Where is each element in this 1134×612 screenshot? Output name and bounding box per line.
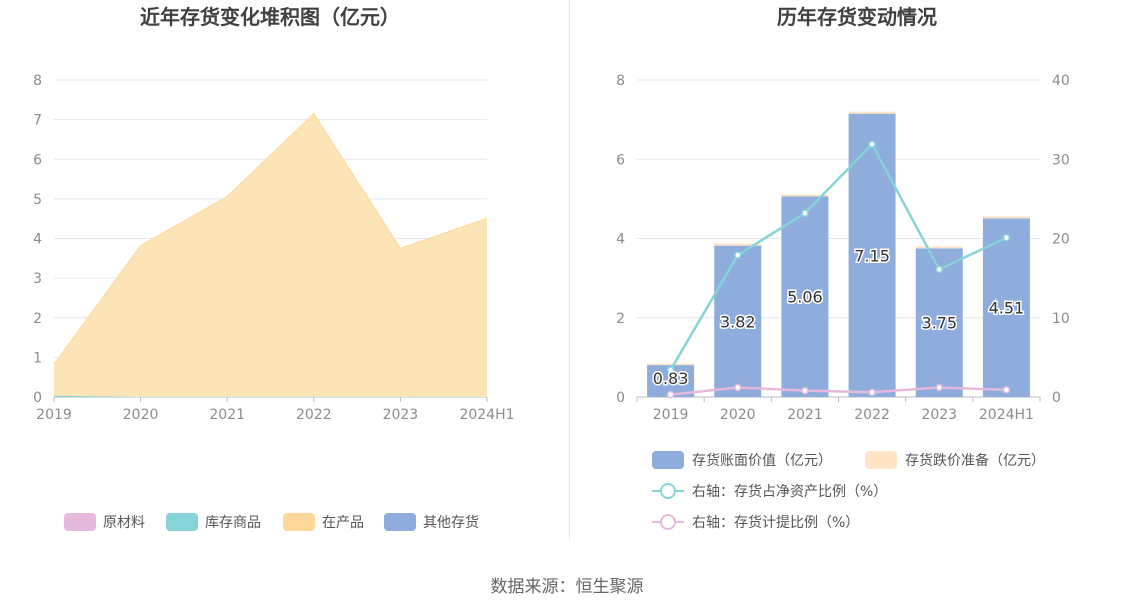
right-y2-tick-label: 20 — [1052, 232, 1070, 248]
bar-book-value — [714, 245, 762, 397]
left-legend-swatch — [64, 513, 96, 531]
left-legend-swatch — [166, 513, 198, 531]
right-y2-axis-ticks: 0 10 20 30 40 — [1052, 73, 1070, 406]
bar-value-label: 0.83 — [653, 369, 689, 388]
left-area-series — [53, 112, 488, 398]
left-legend-swatch — [384, 513, 416, 531]
line-point-2 — [666, 366, 675, 374]
left-legend-label: 库存商品 — [205, 515, 261, 531]
line-point-2 — [868, 140, 876, 148]
left-y-tick-label: 6 — [33, 152, 42, 168]
line-point-3 — [666, 390, 675, 399]
right-y-tick-label: 6 — [616, 152, 625, 168]
right-y-tick-label: 4 — [616, 232, 625, 248]
left-y-tick-label: 1 — [33, 350, 42, 366]
left-x-tick-label: 2022 — [296, 407, 332, 423]
bar-value-label: 3.82 — [720, 312, 756, 331]
left-legend-label: 原材料 — [103, 515, 145, 531]
left-legend: 原材料 库存商品 在产品 其他存货 — [64, 513, 479, 531]
right-y2-tick-label: 30 — [1052, 152, 1070, 168]
right-lines — [666, 140, 1011, 399]
right-legend-label: 右轴：存货占净资产比例（%） — [692, 483, 887, 500]
right-y-tick-label: 2 — [616, 311, 625, 327]
left-legend-label: 在产品 — [322, 515, 364, 531]
left-y-tick-label: 2 — [33, 311, 42, 327]
line-point-3 — [734, 383, 742, 392]
right-legend-label: 存货跌价准备（亿元） — [905, 452, 1045, 469]
left-x-tick-label: 2023 — [383, 407, 419, 423]
right-legend-label: 存货账面价值（亿元） — [692, 452, 832, 469]
left-y-tick-label: 3 — [33, 271, 42, 287]
right-legend-marker — [660, 514, 676, 530]
left-x-tick-label: 2020 — [123, 407, 159, 423]
left-y-axis-ticks: 0 1 2 3 4 5 6 7 8 — [33, 73, 42, 406]
bar-value-label: 3.75 — [921, 314, 957, 333]
right-legend-marker — [660, 483, 676, 499]
left-area-3 — [54, 113, 487, 398]
right-x-tick-label: 2024H1 — [979, 407, 1034, 423]
bar-value-label: 7.15 — [854, 246, 890, 265]
line-point-2 — [1002, 233, 1011, 242]
line-series-2 — [669, 142, 1007, 371]
right-legend-swatch — [652, 451, 684, 469]
line-point-2 — [801, 209, 809, 217]
line-series-3 — [670, 386, 1007, 396]
right-bar-labels: 0.83 3.82 5.06 7.15 3.75 4.51 — [651, 245, 1025, 390]
bar-book-value — [781, 196, 829, 397]
left-x-tick-label: 2021 — [209, 407, 245, 423]
line-point-3 — [935, 383, 943, 392]
bar-book-value — [982, 218, 1030, 397]
right-chart-title: 历年存货变动情况 — [777, 5, 937, 29]
right-x-tick-label: 2023 — [921, 407, 957, 423]
left-y-tick-label: 4 — [33, 232, 42, 248]
left-y-tick-label: 7 — [33, 113, 42, 129]
line-point-2 — [935, 265, 943, 274]
right-x-tick-label: 2020 — [720, 407, 756, 423]
line-point-3 — [801, 386, 809, 395]
left-y-tick-label: 0 — [33, 390, 42, 406]
right-grid — [637, 79, 1040, 398]
right-legend-label: 右轴：存货计提比例（%） — [692, 514, 859, 531]
data-source: 数据来源：恒生聚源 — [491, 577, 644, 597]
bar-impairment — [848, 111, 896, 114]
bar-book-value — [915, 248, 963, 397]
left-chart-title: 近年存货变化堆积图（亿元） — [140, 5, 400, 29]
line-point-3 — [1002, 386, 1011, 394]
right-y-tick-label: 0 — [616, 390, 625, 406]
right-y2-tick-label: 40 — [1052, 73, 1070, 89]
left-x-tick-label: 2019 — [36, 407, 72, 423]
right-y2-tick-label: 0 — [1052, 390, 1061, 406]
chart-divider — [569, 0, 570, 540]
line-point-3 — [868, 388, 876, 396]
bar-value-label: 4.51 — [989, 299, 1025, 318]
right-legend-swatch — [865, 451, 897, 469]
right-x-tick-label: 2019 — [653, 407, 689, 423]
left-area-edge-3 — [53, 112, 488, 365]
left-x-axis-ticks: 2019 2020 2021 2022 2023 2024H1 — [36, 397, 515, 423]
bar-impairment — [647, 363, 695, 366]
bar-impairment — [982, 216, 1030, 219]
bar-impairment — [915, 246, 963, 249]
right-y2-tick-label: 10 — [1052, 311, 1070, 327]
bar-impairment — [714, 243, 762, 246]
right-x-tick-label: 2022 — [854, 407, 890, 423]
left-y-tick-label: 5 — [33, 192, 42, 208]
right-y-axis-ticks: 0 2 4 6 8 — [616, 73, 625, 406]
line-point-2 — [734, 251, 742, 259]
left-y-tick-label: 8 — [33, 73, 42, 89]
left-legend-label: 其他存货 — [423, 514, 479, 531]
right-y-tick-label: 8 — [616, 73, 625, 89]
right-x-axis-ticks: 2019 2020 2021 2022 2023 2024H1 — [636, 397, 1041, 423]
right-legend: 存货账面价值（亿元） 存货跌价准备（亿元） 右轴：存货占净资产比例（%） 右轴：存货计… — [652, 451, 1045, 531]
left-x-tick-label: 2024H1 — [459, 407, 514, 423]
right-x-tick-label: 2021 — [787, 407, 823, 423]
bar-value-label: 5.06 — [787, 288, 823, 307]
bar-impairment — [781, 194, 829, 197]
left-legend-swatch — [283, 513, 315, 531]
